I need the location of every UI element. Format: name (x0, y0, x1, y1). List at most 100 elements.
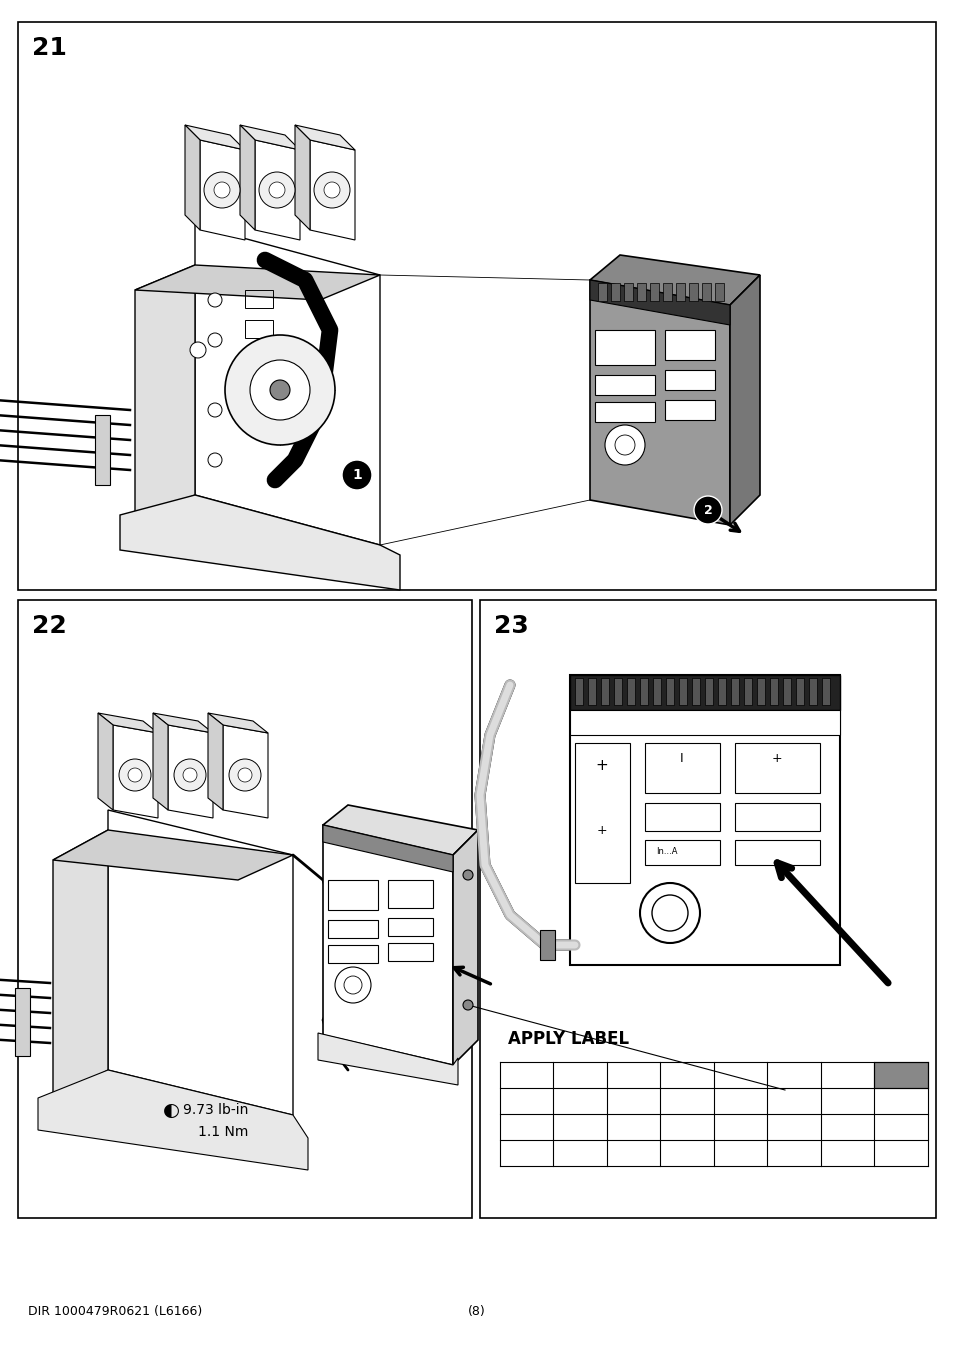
Circle shape (270, 379, 290, 400)
Circle shape (651, 895, 687, 932)
Bar (569, 675, 840, 965)
Circle shape (615, 435, 635, 455)
Bar (595, 329, 655, 364)
Polygon shape (323, 825, 453, 1065)
Bar (679, 678, 686, 705)
Bar (15, 988, 30, 1056)
Polygon shape (194, 225, 379, 545)
Circle shape (128, 768, 142, 782)
Bar (704, 678, 712, 705)
Polygon shape (254, 140, 299, 240)
Bar (598, 284, 606, 301)
Bar (664, 329, 714, 360)
Polygon shape (323, 825, 453, 872)
Bar (769, 678, 778, 705)
Bar (676, 284, 684, 301)
Bar (328, 919, 377, 938)
Text: 1: 1 (352, 468, 361, 482)
Bar (569, 710, 840, 734)
Polygon shape (108, 810, 293, 1115)
Polygon shape (135, 265, 194, 520)
Circle shape (190, 342, 206, 358)
Circle shape (462, 869, 473, 880)
Text: DIR 1000479R0621 (L6166): DIR 1000479R0621 (L6166) (28, 1305, 202, 1318)
Bar (639, 678, 647, 705)
Polygon shape (98, 713, 112, 810)
Bar (665, 678, 673, 705)
Polygon shape (98, 713, 158, 733)
Circle shape (604, 425, 644, 464)
Bar (644, 840, 720, 865)
Bar (95, 414, 110, 485)
Bar (649, 284, 659, 301)
Bar (575, 743, 629, 883)
Bar (664, 370, 714, 390)
Bar (718, 678, 725, 705)
Polygon shape (317, 1033, 457, 1085)
Polygon shape (208, 713, 223, 810)
Bar (245, 350, 273, 369)
Bar (821, 678, 829, 705)
Polygon shape (53, 830, 293, 880)
Bar (479, 599, 935, 1218)
Bar (743, 678, 751, 705)
Polygon shape (294, 126, 310, 230)
Polygon shape (53, 830, 108, 1100)
Bar (328, 880, 377, 910)
Polygon shape (208, 713, 268, 733)
Bar (691, 678, 700, 705)
Text: +: + (596, 824, 607, 837)
Bar (569, 675, 840, 710)
Circle shape (693, 495, 721, 524)
Circle shape (213, 182, 230, 198)
Text: 9.73 lb-in: 9.73 lb-in (183, 1103, 248, 1116)
Text: (8): (8) (468, 1305, 485, 1318)
Text: +: + (595, 757, 608, 772)
Bar (18, 22, 935, 590)
Bar (388, 880, 433, 909)
Polygon shape (323, 805, 477, 855)
Polygon shape (152, 713, 168, 810)
Bar (18, 599, 472, 1218)
Bar (662, 284, 671, 301)
Circle shape (324, 182, 339, 198)
Polygon shape (38, 1071, 308, 1170)
Circle shape (237, 768, 252, 782)
Text: 22: 22 (32, 614, 67, 639)
Circle shape (344, 976, 361, 994)
Bar (714, 284, 723, 301)
Bar (587, 678, 596, 705)
Polygon shape (294, 126, 355, 150)
Text: 2: 2 (703, 504, 712, 517)
Bar (734, 803, 820, 832)
Circle shape (250, 360, 310, 420)
Text: 21: 21 (32, 36, 67, 59)
Circle shape (208, 333, 222, 347)
Polygon shape (240, 126, 299, 150)
Bar (757, 678, 764, 705)
Polygon shape (729, 275, 760, 525)
Circle shape (208, 404, 222, 417)
Circle shape (204, 171, 240, 208)
Bar (644, 743, 720, 792)
Polygon shape (120, 495, 399, 590)
Text: In...A: In...A (656, 848, 677, 856)
Polygon shape (185, 126, 200, 230)
Polygon shape (589, 255, 760, 305)
Polygon shape (453, 830, 477, 1065)
Bar (388, 944, 433, 961)
Polygon shape (589, 279, 729, 525)
Circle shape (462, 1000, 473, 1010)
Circle shape (335, 967, 371, 1003)
Bar (782, 678, 790, 705)
Polygon shape (240, 126, 254, 230)
Circle shape (208, 293, 222, 306)
Circle shape (119, 759, 151, 791)
Bar (795, 678, 803, 705)
Bar (245, 320, 273, 338)
Bar (610, 284, 619, 301)
Bar (688, 284, 698, 301)
Polygon shape (223, 725, 268, 818)
Circle shape (208, 454, 222, 467)
Bar (734, 743, 820, 792)
